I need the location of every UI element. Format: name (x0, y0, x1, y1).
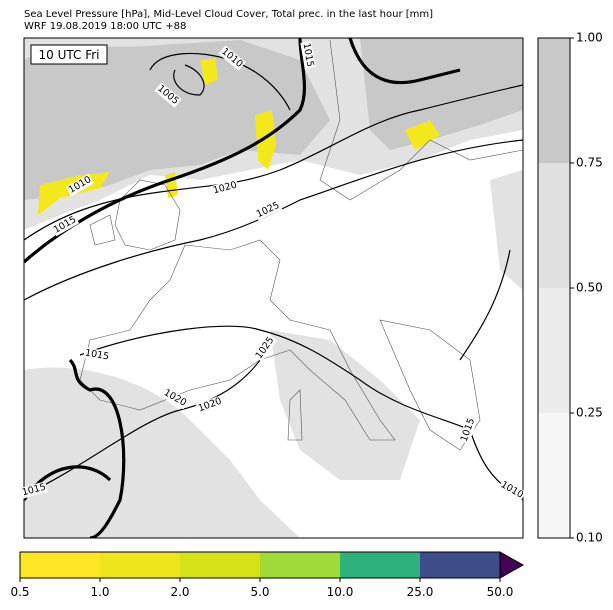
precip-area (405, 120, 440, 150)
colorbar-extension (499, 551, 525, 579)
contour-label-bg (497, 478, 527, 502)
isobar (459, 249, 511, 361)
contour-label: 1015 (84, 347, 110, 362)
cloud-area (490, 170, 523, 290)
contour-label-bg (458, 415, 478, 445)
cloud-area (24, 40, 330, 200)
colorbar-segment (180, 552, 260, 578)
colorbar-segment (420, 552, 500, 578)
contour-label-bg (195, 395, 225, 415)
cloud-area (360, 38, 523, 150)
colorbar-segment (538, 38, 570, 163)
tick-label: 25.0 (407, 585, 434, 599)
contour-label-bg (50, 213, 80, 237)
isobar (24, 344, 271, 496)
colorbar-segment (20, 552, 100, 578)
tick-label: 0.25 (576, 406, 603, 420)
tick-label: 1.0 (90, 585, 109, 599)
time-label-box (30, 44, 108, 65)
map: 10 UTC Fri (23, 37, 524, 539)
tick-label: 0.5 (10, 585, 29, 599)
colorbar-segment (340, 552, 420, 578)
colorbar-segment (538, 413, 570, 538)
precip-area (200, 58, 218, 85)
map-frame (23, 37, 524, 539)
contour-label-bg (252, 334, 278, 362)
colorbar-segment (100, 552, 180, 578)
contour-label-bg (300, 41, 316, 69)
isobar (24, 84, 523, 241)
contour-label-bg (83, 347, 111, 363)
tick-label: 10.0 (327, 585, 354, 599)
colorbar-segment (538, 288, 570, 413)
contour-label-bg (210, 179, 240, 197)
coastline (79, 39, 523, 451)
tick-label: 0.10 (576, 531, 603, 545)
precip-area (255, 110, 276, 170)
contour-label-bg (19, 481, 49, 499)
tick-label: 0.50 (576, 281, 603, 295)
title: Sea Level Pressure [hPa], Mid-Level Clou… (24, 9, 433, 20)
tick-label: 5.0 (250, 585, 269, 599)
colorbar-segment (260, 552, 340, 578)
cloud-area (24, 367, 300, 538)
subtitle: WRF 19.08.2019 18:00 UTC +88 (24, 21, 186, 32)
tick-label: 50.0 (487, 585, 514, 599)
contour-label-bg (160, 386, 190, 410)
tick-label: 2.0 (170, 585, 189, 599)
contour-label-bg (253, 199, 283, 221)
time-label: 10 UTC Fri (39, 48, 100, 62)
contour-label-bg (65, 173, 95, 197)
contour-label-bg (218, 45, 246, 71)
isobar (79, 325, 523, 501)
tick-label: 1.00 (576, 31, 603, 45)
contour-label: 1015 (300, 42, 315, 68)
colorbar-segment (538, 163, 570, 288)
contour-label-bg (154, 82, 182, 108)
isobar (348, 38, 461, 85)
tick-label: 0.75 (576, 156, 603, 170)
